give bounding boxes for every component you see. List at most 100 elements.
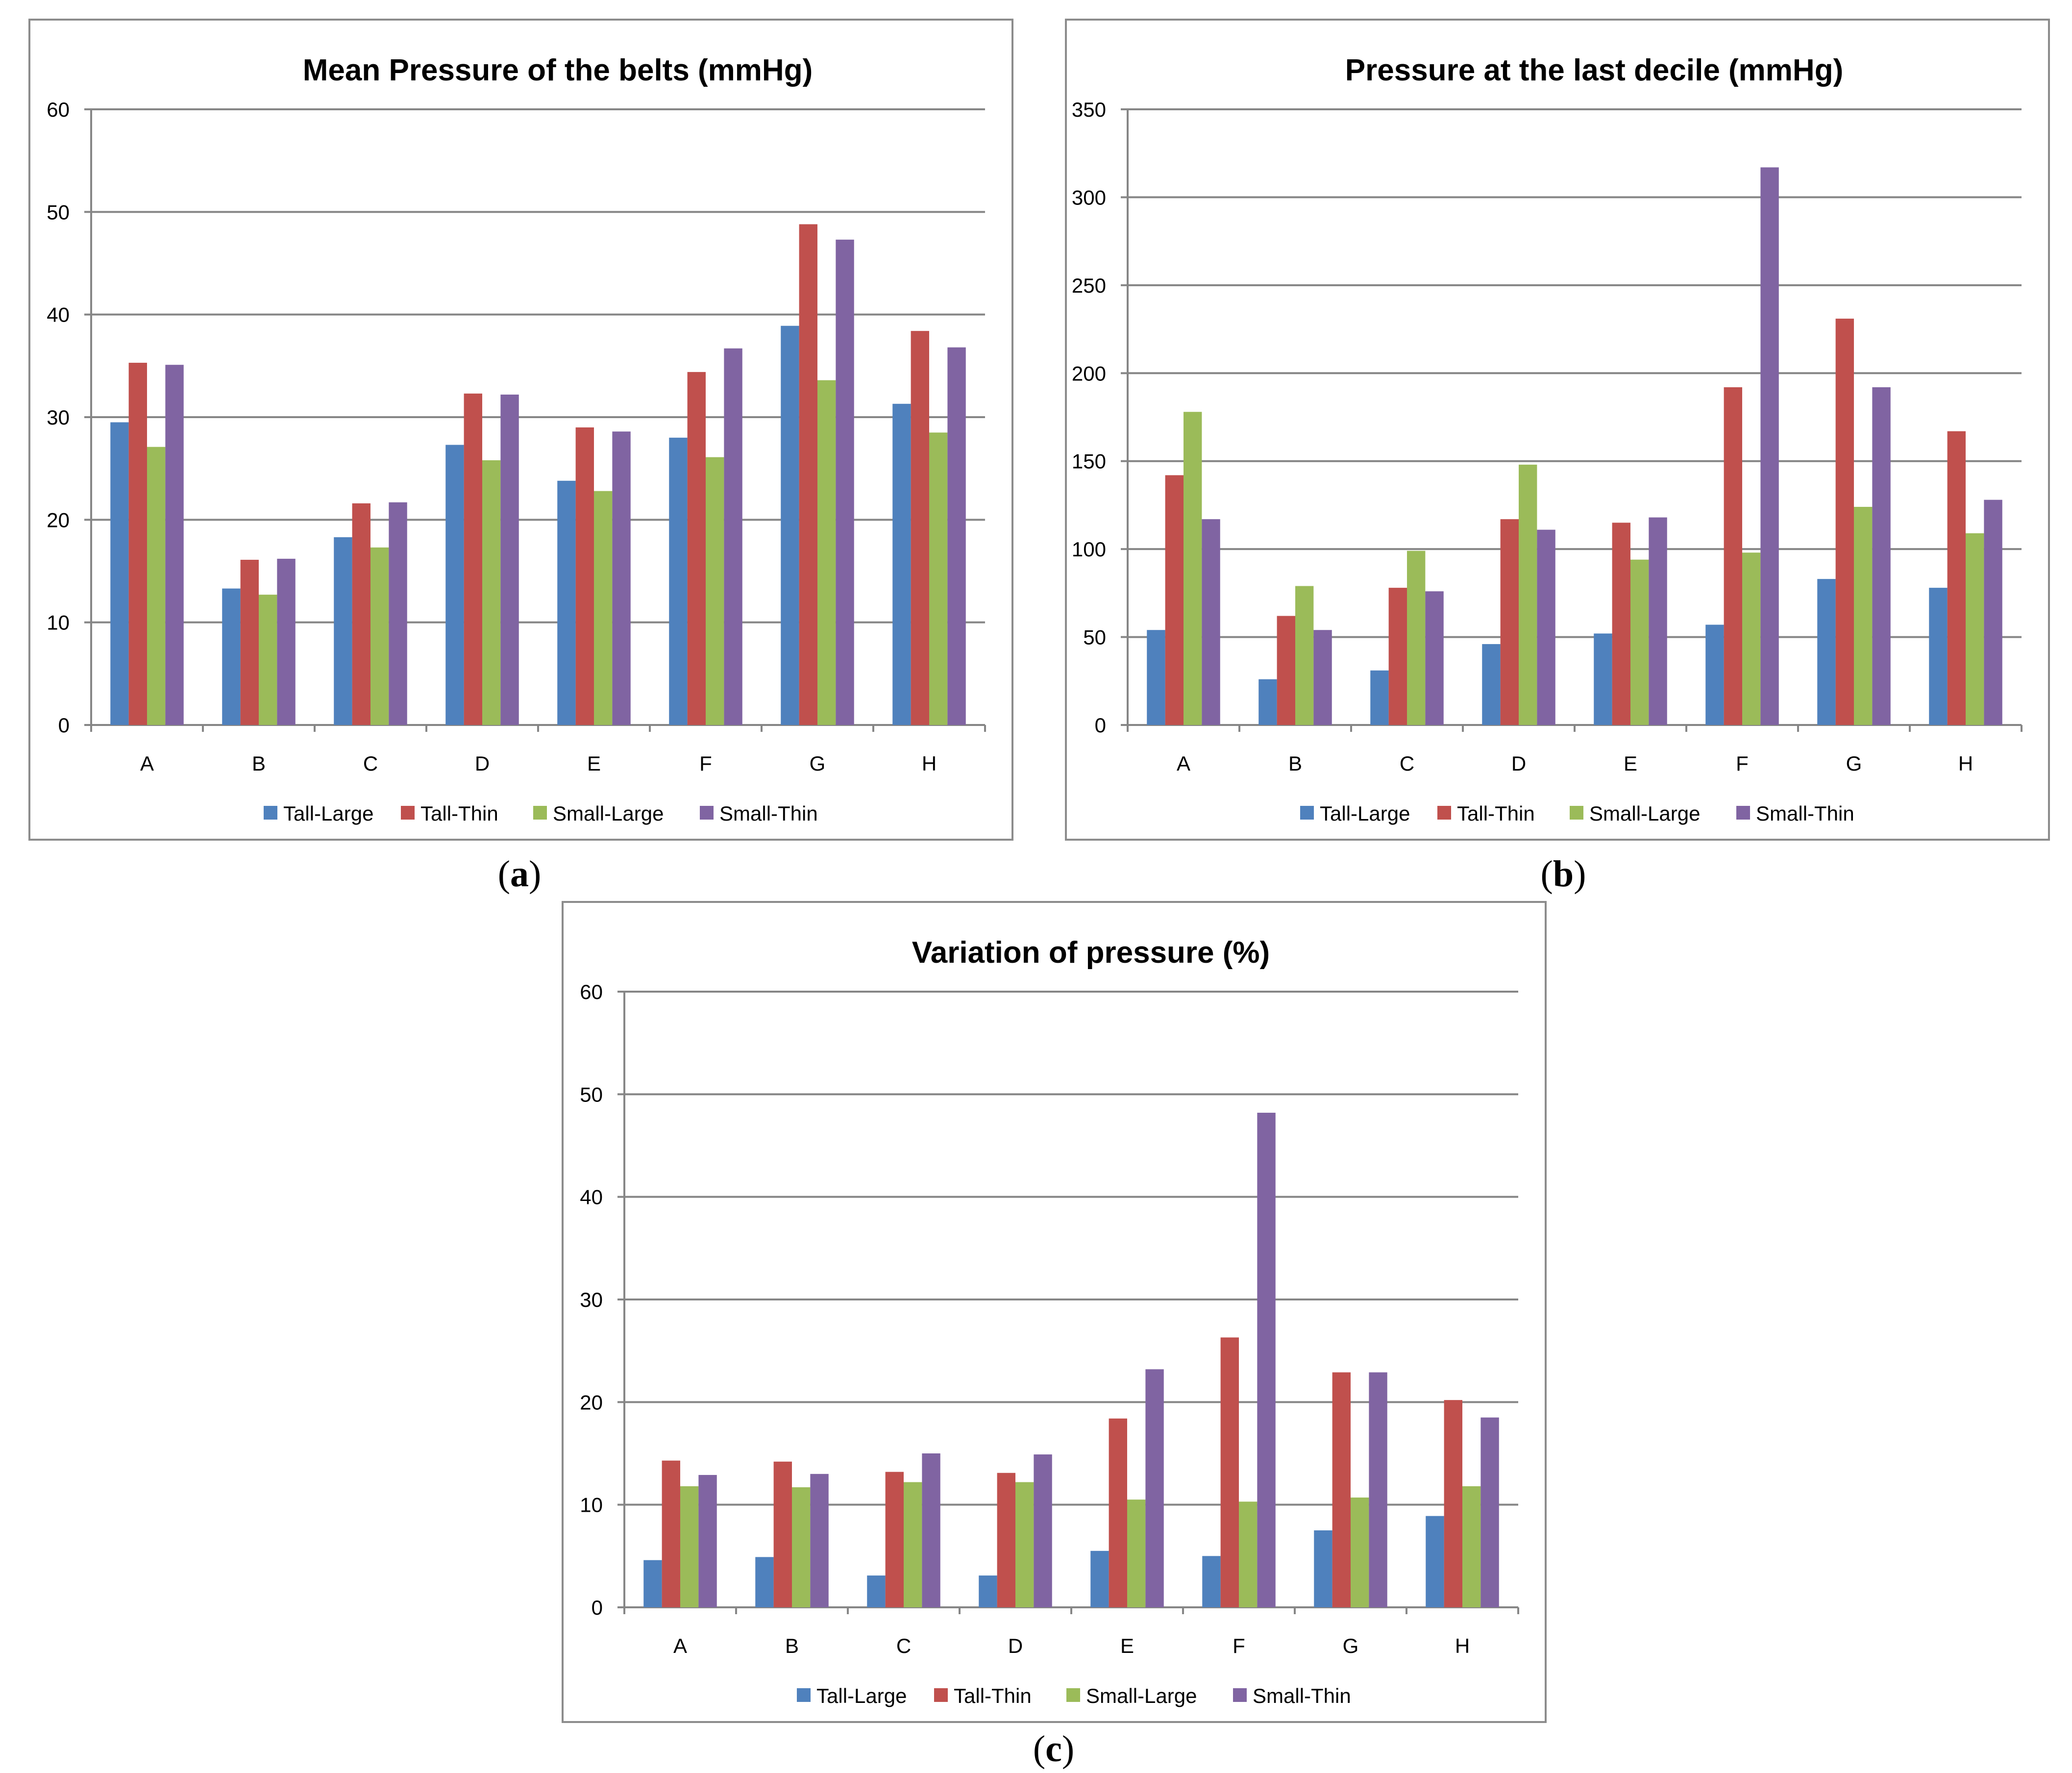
caption-b-close: ) <box>1574 853 1586 895</box>
bar-tall-large-c <box>334 537 352 725</box>
bar-tall-large-e <box>557 480 576 725</box>
bar-small-thin-g <box>1369 1372 1387 1607</box>
bar-small-large-h <box>929 432 948 725</box>
caption-a-letter: a <box>510 853 529 895</box>
x-tick-label: D <box>1008 1634 1023 1657</box>
y-tick-label: 100 <box>1072 538 1106 561</box>
bar-tall-large-h <box>1929 588 1948 725</box>
legend-label-small-large: Small-Large <box>553 802 664 825</box>
legend-swatch-tall-large <box>1300 806 1314 820</box>
y-tick-label: 20 <box>47 508 70 531</box>
x-tick-label: F <box>699 752 712 775</box>
caption-c-close: ) <box>1061 1728 1075 1770</box>
bar-small-thin-a <box>698 1474 717 1607</box>
bar-small-thin-e <box>1649 517 1667 725</box>
bar-tall-large-d <box>979 1575 997 1607</box>
bar-tall-large-e <box>1594 633 1612 725</box>
legend-swatch-tall-large <box>797 1688 811 1702</box>
bar-small-large-d <box>482 460 501 725</box>
legend-swatch-small-large <box>533 806 547 820</box>
bar-tall-large-h <box>1426 1516 1444 1607</box>
bar-tall-large-b <box>222 588 241 725</box>
bar-tall-large-a <box>110 422 129 725</box>
bar-small-large-d <box>1015 1482 1034 1607</box>
bar-tall-thin-e <box>575 427 594 725</box>
bar-tall-large-f <box>669 437 688 725</box>
x-tick-label: C <box>896 1634 911 1657</box>
x-tick-label: A <box>1177 752 1190 775</box>
bar-small-large-c <box>1407 550 1426 725</box>
bar-small-thin-b <box>810 1473 829 1607</box>
chart-title: Mean Pressure of the belts (mmHg) <box>303 53 813 87</box>
bar-small-thin-b <box>277 558 296 725</box>
bar-tall-thin-g <box>1835 319 1854 725</box>
bar-tall-thin-d <box>997 1473 1015 1607</box>
bar-tall-large-g <box>781 325 799 725</box>
y-tick-label: 0 <box>58 714 70 737</box>
legend-swatch-tall-thin <box>401 806 415 820</box>
legend-swatch-tall-large <box>264 806 277 820</box>
bar-tall-thin-b <box>240 559 259 725</box>
bar-small-thin-g <box>836 239 854 725</box>
bar-tall-large-h <box>892 403 911 725</box>
bar-small-large-g <box>817 380 836 725</box>
legend-label-tall-large: Tall-Large <box>816 1684 907 1707</box>
y-tick-label: 50 <box>1083 626 1106 649</box>
bar-small-thin-d <box>1034 1454 1052 1607</box>
bar-tall-large-a <box>1147 630 1165 725</box>
legend-swatch-small-thin <box>1736 806 1750 820</box>
x-tick-label: F <box>1233 1634 1245 1657</box>
bar-tall-large-c <box>867 1575 886 1607</box>
legend-label-small-large: Small-Large <box>1589 802 1700 825</box>
bar-tall-thin-c <box>885 1472 904 1607</box>
bar-small-thin-g <box>1872 387 1891 725</box>
y-tick-label: 20 <box>580 1391 603 1414</box>
bar-small-thin-d <box>500 394 519 725</box>
bar-tall-thin-h <box>911 331 929 725</box>
bar-tall-large-g <box>1817 579 1836 725</box>
x-tick-label: H <box>922 752 937 775</box>
caption-a-open: ( <box>497 853 510 895</box>
bar-tall-large-a <box>643 1560 662 1607</box>
bar-small-large-h <box>1462 1486 1481 1607</box>
y-tick-label: 40 <box>47 303 70 326</box>
legend: Tall-Large Tall-Thin Small-Large Small-Thin <box>797 1684 1351 1707</box>
legend-label-small-large: Small-Large <box>1086 1684 1197 1707</box>
bar-small-thin-d <box>1537 529 1555 725</box>
x-tick-label: C <box>1400 752 1414 775</box>
y-tick-label: 50 <box>47 200 70 224</box>
x-tick-label: A <box>140 752 154 775</box>
bar-tall-thin-f <box>1220 1337 1239 1607</box>
bar-tall-large-b <box>755 1557 774 1607</box>
bar-small-large-f <box>1742 552 1761 725</box>
x-tick-label: F <box>1736 752 1749 775</box>
bar-small-large-d <box>1519 464 1537 725</box>
bar-tall-thin-f <box>687 372 706 725</box>
chart-panel-c: Variation of pressure (%) 0 10 20 30 40 50 60 A B… <box>562 901 1547 1723</box>
caption-a: (a) <box>446 853 593 896</box>
caption-c: (c) <box>980 1728 1127 1771</box>
bar-small-large-c <box>370 547 389 725</box>
bar-tall-large-d <box>1482 644 1501 725</box>
y-tick-label: 0 <box>592 1596 603 1619</box>
x-tick-label: B <box>252 752 266 775</box>
chart-b: Pressure at the last decile (mmHg) 0 50 100… <box>1072 53 2023 825</box>
y-tick-label: 60 <box>47 98 70 121</box>
caption-b-letter: b <box>1553 853 1574 895</box>
caption-b: (b) <box>1490 853 1637 896</box>
bar-small-thin-e <box>612 431 631 725</box>
bar-tall-thin-g <box>799 224 817 725</box>
chart-c: Variation of pressure (%) 0 10 20 30 40 50 60 A B… <box>580 936 1519 1707</box>
bar-tall-large-f <box>1202 1556 1221 1607</box>
chart-title: Variation of pressure (%) <box>912 936 1270 970</box>
bar-tall-thin-c <box>352 503 370 725</box>
bar-tall-large-f <box>1705 624 1724 725</box>
x-tick-label: H <box>1455 1634 1470 1657</box>
caption-c-letter: c <box>1045 1728 1062 1770</box>
bar-small-thin-a <box>1202 519 1220 725</box>
legend-swatch-tall-thin <box>1437 806 1451 820</box>
legend-swatch-small-thin <box>1233 1688 1247 1702</box>
bar-small-large-b <box>792 1487 811 1607</box>
bar-small-large-e <box>1630 559 1649 725</box>
chart-panel-a: Mean Pressure of the belts (mmHg) 0 10 20 30… <box>28 19 1013 841</box>
